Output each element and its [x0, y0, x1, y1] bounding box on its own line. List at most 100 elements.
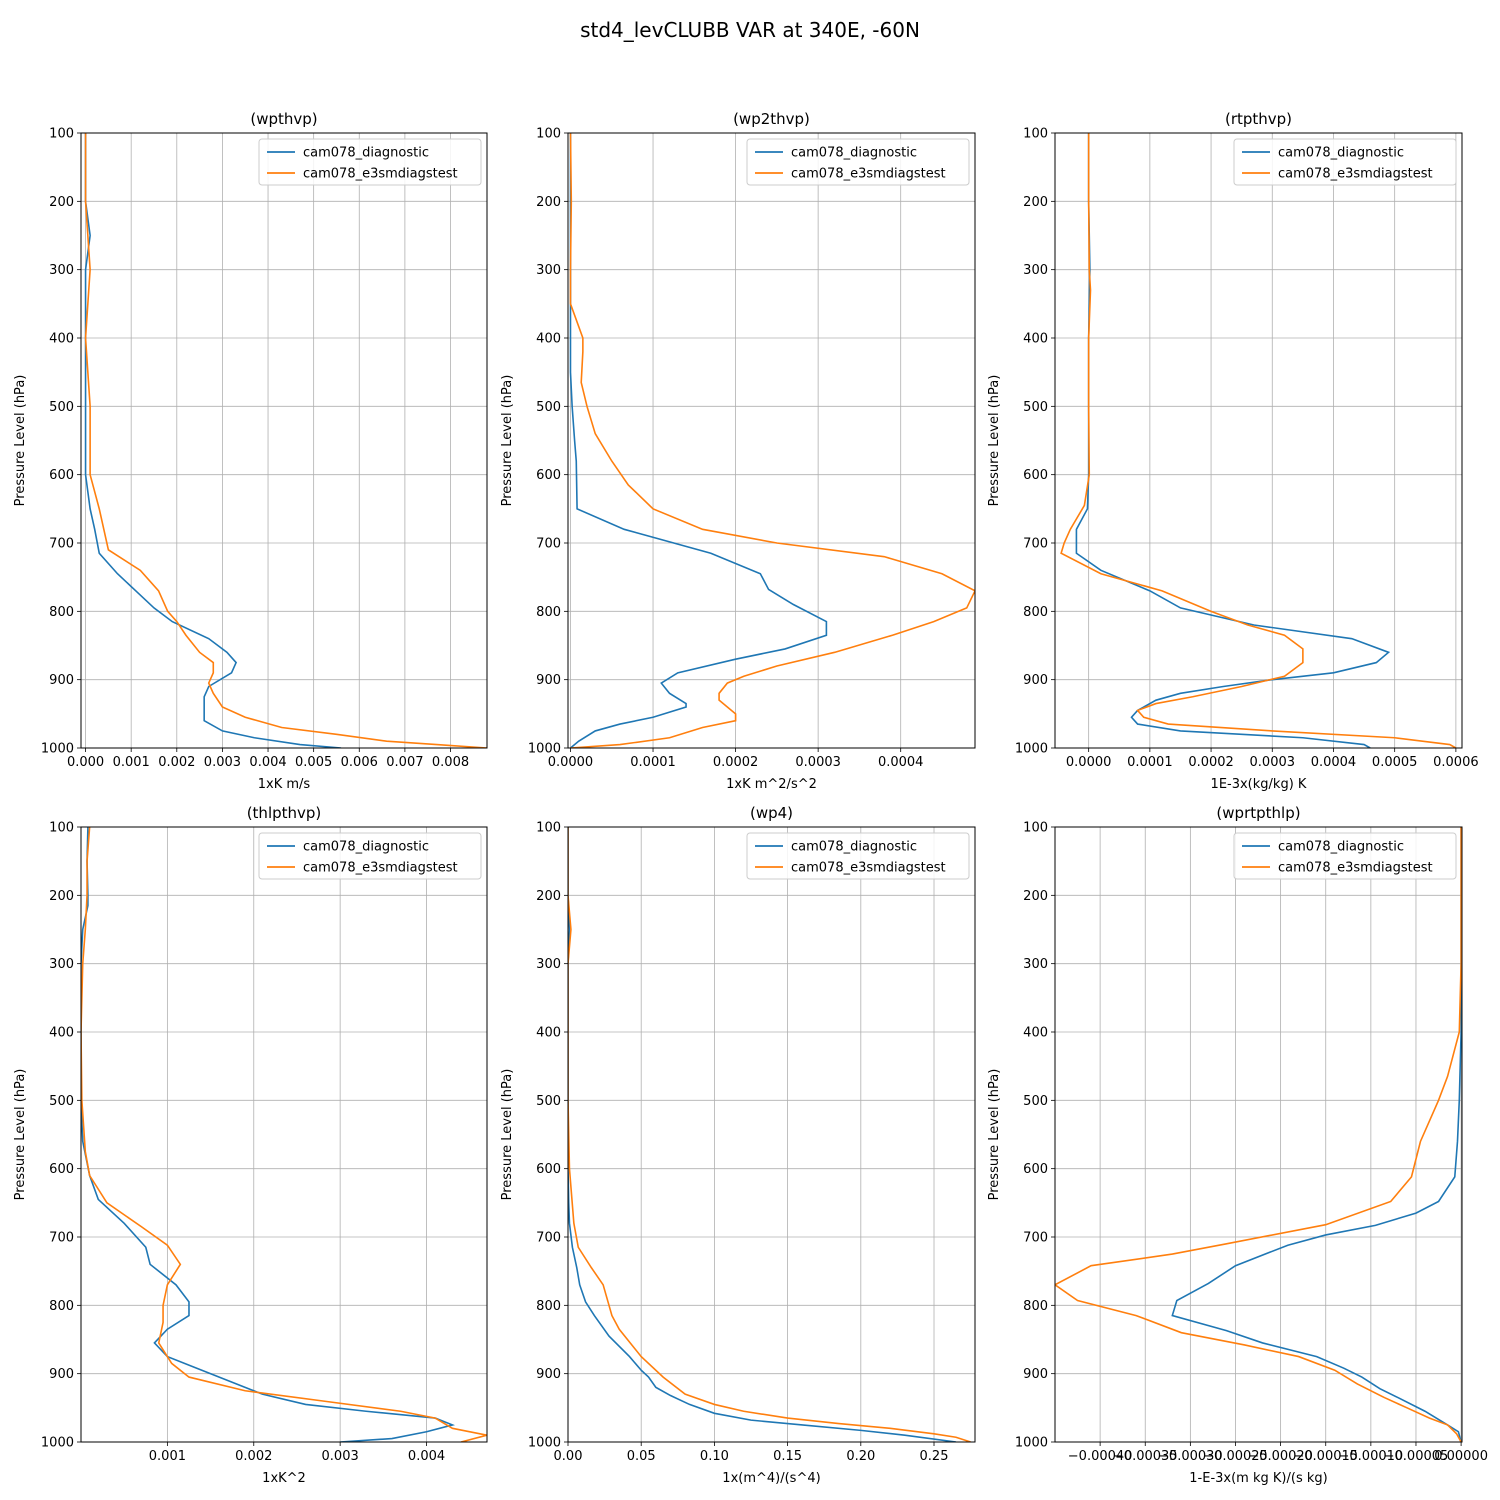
y-tick-label: 500	[536, 400, 561, 415]
axes-frame	[567, 132, 976, 749]
y-tick-label: 400	[49, 332, 74, 347]
y-tick-label: 1000	[528, 1436, 561, 1451]
x-axis-label: 1xK^2	[262, 1471, 306, 1486]
y-tick-label: 100	[536, 821, 561, 836]
x-tick-label: 0.00000	[1434, 1449, 1488, 1464]
legend-label-2: cam078_e3smdiagstest	[1278, 167, 1433, 182]
y-tick-label: 800	[49, 1299, 74, 1314]
y-tick-label: 200	[49, 195, 74, 210]
y-tick-label: 300	[536, 263, 561, 278]
series-line-2	[81, 827, 487, 1442]
y-tick-label: 500	[536, 1094, 561, 1109]
x-tick-label: 0.05	[627, 1449, 656, 1464]
legend: cam078_diagnostic cam078_e3smdiagstest	[746, 832, 970, 880]
legend-label-2: cam078_e3smdiagstest	[791, 861, 946, 876]
y-tick-label: 500	[49, 400, 74, 415]
legend-box	[1233, 138, 1457, 186]
y-tick-label: 900	[1023, 1367, 1048, 1382]
axes-frame	[567, 826, 976, 1443]
y-tick-label: 1000	[1015, 1436, 1048, 1451]
x-tick-label: −0.00040	[1068, 1449, 1133, 1464]
y-tick-label: 200	[1023, 889, 1048, 904]
x-axis-label: 1xK m^2/s^2	[726, 777, 817, 792]
x-tick-label: 0.0003	[1250, 755, 1296, 770]
chart-panel-5: 0.00 0.05 0.10 0.15 0.20 0.25 100 200 300 400 500 6…	[500, 804, 976, 1486]
legend-label-2: cam078_e3smdiagstest	[1278, 861, 1433, 876]
legend: cam078_diagnostic cam078_e3smdiagstest	[746, 138, 970, 186]
x-tick-label: 0.0002	[1188, 755, 1234, 770]
x-tick-label: −0.00030	[1158, 1449, 1223, 1464]
y-tick-label: 100	[536, 127, 561, 142]
axes-frame	[1054, 826, 1463, 1443]
y-tick-label: 700	[1023, 1231, 1048, 1246]
panel-title: (wp4)	[750, 804, 793, 822]
series-line-1	[1171, 827, 1462, 1442]
y-tick-label: 100	[1023, 127, 1048, 142]
series-line-2	[568, 827, 971, 1442]
x-tick-label: 0.0004	[878, 755, 924, 770]
x-tick-label: 0.006	[341, 755, 378, 770]
y-tick-label: 900	[536, 673, 561, 688]
x-tick-label: 0.10	[700, 1449, 729, 1464]
series-line-2	[569, 133, 975, 748]
series-line-1	[84, 133, 342, 748]
panel-title: (wpthvp)	[250, 110, 317, 128]
y-tick-label: 100	[49, 127, 74, 142]
y-tick-label: 1000	[41, 742, 74, 757]
x-tick-label: −0.00025	[1203, 1449, 1268, 1464]
x-tick-label: 0.003	[322, 1449, 359, 1464]
chart-panel-3: 0.0000 0.0001 0.0002 0.0003 0.0004 0.0005 0.00…	[987, 110, 1479, 792]
y-tick-label: 800	[1023, 1299, 1048, 1314]
legend-label-2: cam078_e3smdiagstest	[303, 861, 458, 876]
y-tick-label: 800	[1023, 605, 1048, 620]
y-tick-label: 600	[1023, 1162, 1048, 1177]
y-tick-label: 800	[536, 605, 561, 620]
x-tick-label: 0.002	[158, 755, 195, 770]
y-tick-label: 1000	[41, 1436, 74, 1451]
x-axis-label: 1xK m/s	[258, 777, 311, 792]
y-tick-label: 300	[536, 957, 561, 972]
y-axis-label: Pressure Level (hPa)	[987, 375, 1002, 507]
y-tick-label: 1000	[1015, 742, 1048, 757]
x-tick-label: 0.007	[386, 755, 423, 770]
y-tick-label: 200	[49, 889, 74, 904]
series-line-2	[1055, 827, 1462, 1442]
x-tick-label: 0.005	[295, 755, 332, 770]
y-tick-label: 400	[1023, 1026, 1048, 1041]
legend-label-1: cam078_diagnostic	[303, 146, 429, 161]
series-line-2	[84, 133, 487, 748]
series-line-2	[1060, 133, 1457, 748]
legend: cam078_diagnostic cam078_e3smdiagstest	[1233, 832, 1457, 880]
x-tick-label: 0.004	[408, 1449, 445, 1464]
x-tick-label: −0.00010	[1339, 1449, 1404, 1464]
x-axis-label: 1-E-3x(m kg K)/(s kg)	[1189, 1471, 1327, 1486]
legend-box	[1233, 832, 1457, 880]
y-tick-label: 300	[1023, 957, 1048, 972]
x-tick-label: 0.0001	[630, 755, 676, 770]
legend-label-1: cam078_diagnostic	[1278, 840, 1404, 855]
x-tick-label: 0.20	[846, 1449, 875, 1464]
x-tick-label: 0.000	[67, 755, 104, 770]
chart-panel-2: 0.0000 0.0001 0.0002 0.0003 0.0004 100 200 300 4…	[500, 110, 976, 792]
x-tick-label: 0.004	[249, 755, 286, 770]
y-tick-label: 800	[536, 1299, 561, 1314]
y-axis-label: Pressure Level (hPa)	[13, 375, 28, 507]
y-tick-label: 700	[536, 537, 561, 552]
panel-title: (wp2thvp)	[733, 110, 810, 128]
x-tick-label: 0.0002	[713, 755, 759, 770]
x-tick-label: 0.008	[432, 755, 469, 770]
x-tick-label: −0.00005	[1384, 1449, 1449, 1464]
panel-title: (thlpthvp)	[247, 804, 322, 822]
panel-title: (wprtpthlp)	[1216, 804, 1300, 822]
y-tick-label: 900	[49, 1367, 74, 1382]
legend-box	[258, 138, 482, 186]
series-line-1	[569, 133, 828, 748]
x-tick-label: 0.0001	[1127, 755, 1173, 770]
x-tick-label: 0.001	[113, 755, 150, 770]
series-line-1	[81, 827, 456, 1442]
y-tick-label: 100	[1023, 821, 1048, 836]
legend-label-1: cam078_diagnostic	[1278, 146, 1404, 161]
y-tick-label: 700	[49, 537, 74, 552]
legend-box	[746, 138, 970, 186]
